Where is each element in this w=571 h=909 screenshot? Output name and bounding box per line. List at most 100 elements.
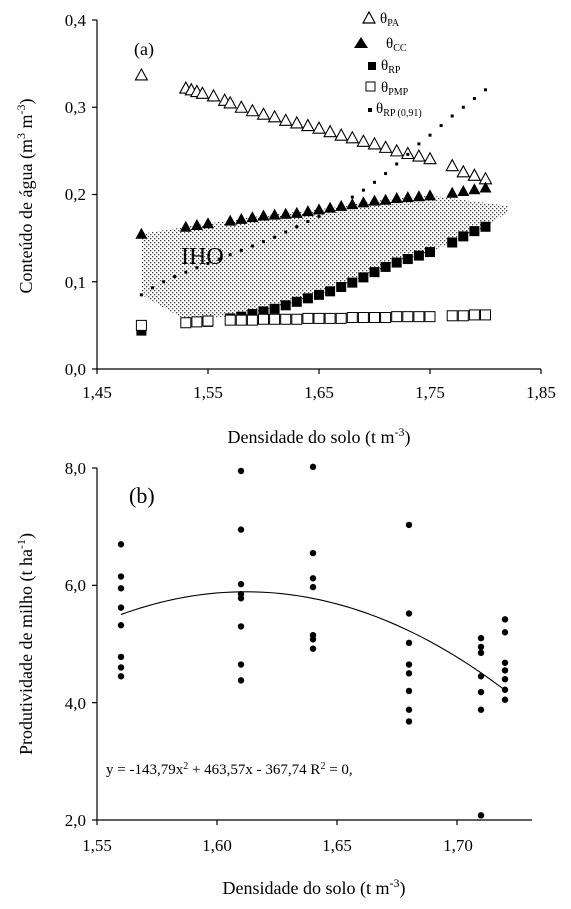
yield-point [117, 622, 125, 629]
point-theta-rp-091 [206, 261, 210, 265]
panel-b-ylabel: Produtividade de milho (t ha-1) [14, 533, 37, 755]
point-theta-cc [412, 190, 425, 202]
point-theta-rp-091 [295, 225, 299, 229]
legend-marker-filled-triangle [354, 37, 368, 48]
point-theta-pmp [224, 314, 236, 326]
point-theta-pmp [258, 313, 269, 325]
yield-point [501, 629, 509, 636]
point-theta-pa [234, 100, 249, 113]
point-theta-cc [301, 205, 314, 217]
yield-point [237, 595, 245, 602]
point-theta-pa [467, 168, 482, 181]
point-theta-pa [312, 121, 326, 134]
yield-point [309, 583, 317, 591]
legend-marker-filled-square [368, 62, 376, 70]
point-theta-pmp [135, 319, 147, 331]
point-theta-pmp [424, 311, 436, 323]
legend-marker-open-triangle [361, 10, 377, 24]
point-theta-rp [425, 247, 435, 258]
point-theta-rp-091 [428, 133, 432, 137]
yield-point [405, 521, 413, 529]
point-theta-pmp [480, 309, 491, 321]
point-theta-cc [268, 208, 281, 220]
yield-point [309, 463, 317, 471]
yield-point [405, 718, 413, 725]
point-theta-cc [179, 220, 192, 232]
point-theta-pmp [357, 312, 369, 324]
point-theta-pa [345, 130, 360, 144]
point-theta-rp [458, 231, 469, 242]
yield-point [237, 661, 245, 668]
point-theta-rp-091 [361, 188, 365, 192]
point-theta-pmp [180, 317, 192, 329]
point-theta-rp-091 [439, 124, 443, 128]
point-theta-rp-091 [273, 235, 277, 239]
point-theta-rp [447, 237, 458, 248]
point-theta-cc [368, 194, 381, 206]
point-theta-cc [346, 198, 359, 210]
point-theta-cc [446, 186, 459, 198]
yield-point [501, 667, 509, 674]
point-theta-cc [457, 185, 470, 197]
legend-label: θRP [381, 58, 401, 76]
yield-point [501, 616, 509, 623]
panel-a-label: (a) [134, 39, 154, 60]
panel-a-marks [134, 67, 493, 336]
panel-b-label: (b) [129, 483, 155, 508]
point-theta-cc [135, 227, 148, 239]
point-theta-rp-091 [328, 208, 332, 212]
point-theta-cc [379, 193, 392, 205]
yield-point [477, 649, 485, 656]
panel-b-ticks [92, 467, 458, 825]
point-theta-pmp [369, 312, 380, 324]
point-theta-pa [323, 124, 338, 138]
point-theta-pmp [413, 311, 425, 323]
legend-marker-small-dot [368, 108, 372, 112]
point-theta-rp-091 [384, 172, 388, 176]
point-theta-rp [325, 286, 336, 297]
yield-point [117, 604, 125, 611]
yield-point [477, 673, 485, 680]
point-theta-pmp [391, 311, 403, 323]
panel-a-xtick: 1,55 [193, 383, 223, 402]
yield-point [477, 643, 485, 651]
point-theta-cc [324, 201, 337, 213]
yield-point [237, 526, 245, 533]
point-theta-pmp [324, 312, 336, 324]
point-theta-pa [256, 107, 271, 120]
panel-b-xtick: 1,55 [82, 836, 112, 855]
point-theta-cc [257, 209, 270, 221]
point-theta-pmp [291, 313, 303, 325]
yield-point [309, 549, 317, 557]
yield-point [405, 610, 413, 617]
yield-point [405, 670, 413, 677]
point-theta-pmp [280, 313, 292, 325]
panel-a-xtick: 1,65 [304, 383, 334, 402]
legend-label: θCC [386, 36, 407, 54]
panel-b: 2,0 4,0 6,0 8,0 1,55 1,60 1,65 1,70 Dens… [14, 459, 532, 899]
panel-b-ytick: 6,0 [65, 576, 86, 595]
point-theta-cc [246, 211, 259, 223]
panel-a-xtick: 1,85 [526, 383, 556, 402]
panel-b-xtick: 1,60 [202, 836, 232, 855]
yield-point [405, 639, 413, 647]
point-theta-rp [380, 261, 391, 272]
point-theta-rp-091 [450, 114, 454, 118]
point-theta-pa [423, 151, 437, 165]
point-theta-rp-091 [250, 244, 254, 248]
yield-point [477, 706, 485, 713]
panel-b-xlabel: Densidade do solo (t m-3) [223, 876, 406, 899]
legend-marker-open-square [365, 81, 376, 92]
panel-a-xtick: 1,75 [415, 383, 445, 402]
point-theta-rp [469, 226, 480, 237]
point-theta-rp-091 [262, 240, 265, 244]
point-theta-rp-091 [173, 275, 177, 279]
panel-b-ytick: 8,0 [65, 459, 86, 478]
point-theta-rp-091 [239, 248, 243, 252]
point-theta-cc [190, 219, 203, 231]
panel-a-ytick: 0,4 [65, 11, 87, 30]
point-theta-rp-091 [406, 152, 410, 156]
point-theta-pmp [402, 311, 414, 323]
point-theta-pa [223, 95, 238, 109]
panel-a-ticks [92, 19, 542, 374]
